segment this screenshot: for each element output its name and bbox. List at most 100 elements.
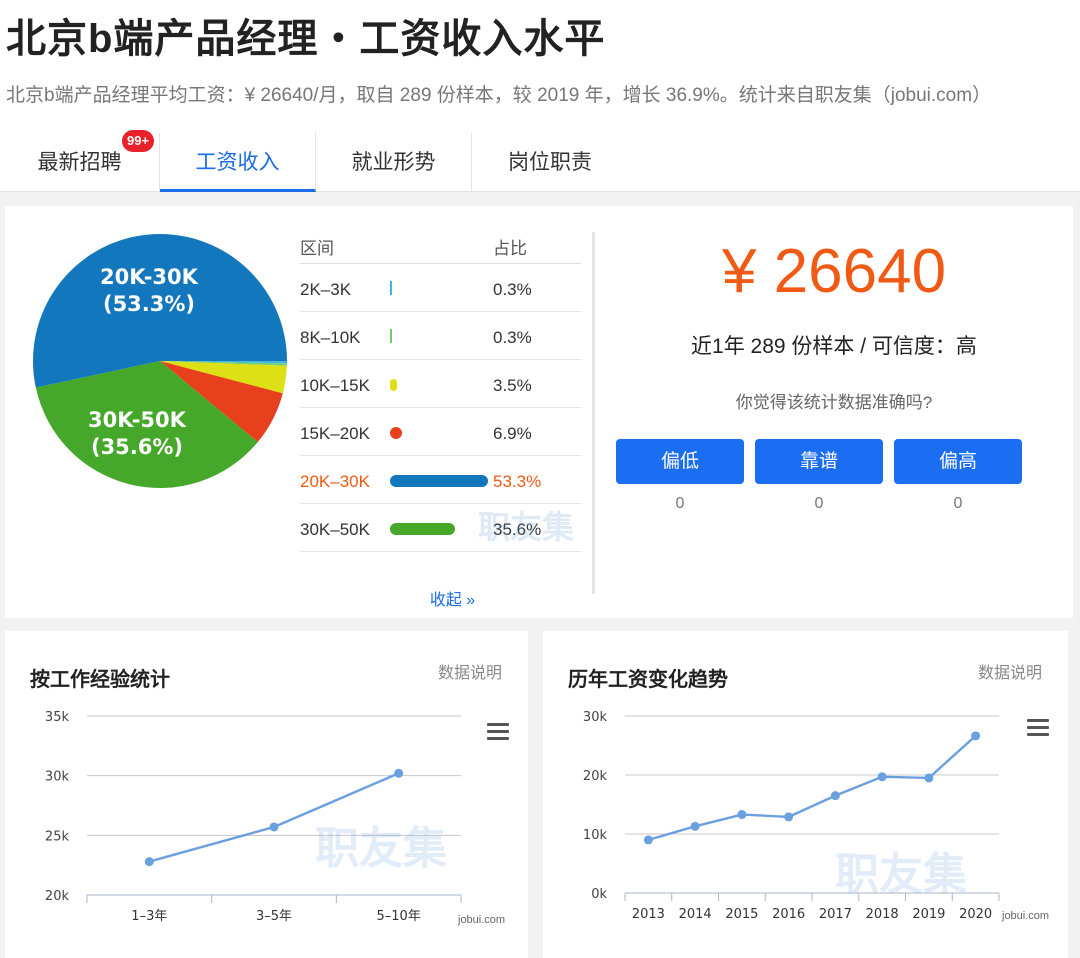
data-point[interactable] — [394, 768, 404, 778]
data-point[interactable] — [971, 731, 981, 741]
table-row: 2K–3K 0.3% — [300, 264, 581, 312]
share-value: 35.6% — [493, 520, 542, 539]
range-label: 15K–20K — [300, 424, 370, 443]
page-header: 北京b端产品经理・工资收入水平 北京b端产品经理平均工资：¥ 26640/月，取… — [0, 0, 1080, 192]
tab-label: 工资收入 — [195, 151, 280, 174]
table-row: 10K–15K 3.5% — [300, 360, 581, 408]
share-bar — [390, 427, 402, 439]
pie-slice-8K–10K[interactable] — [160, 361, 287, 366]
x-tick-label: 2019 — [912, 907, 945, 922]
range-label: 20K–30K — [300, 472, 370, 491]
trend-panel: 历年工资变化趋势 数据说明 0k 10k 20k 30k 2013 2014 2015 201… — [543, 631, 1068, 958]
vote-accurate-count: 0 — [814, 495, 824, 512]
table-row: 8K–10K 0.3% — [300, 312, 581, 360]
badge-count: 99+ — [122, 130, 155, 152]
tab-latest-jobs[interactable]: 最新招聘 99+ — [0, 130, 160, 192]
share-bar — [390, 475, 488, 487]
salary-panel: 20K-30K (53.3%) 30K-50K (35.6%) 区间 占比 2K–3K… — [5, 206, 1073, 618]
table-row: 20K–30K 53.3% — [300, 456, 581, 504]
range-label: 2K–3K — [300, 280, 352, 299]
sample-info: 近1年 289 份样本 / 可信度：高 — [691, 335, 977, 358]
range-label: 10K–15K — [300, 376, 370, 395]
x-tick-label: 2017 — [819, 907, 852, 922]
share-value: 6.9% — [493, 424, 532, 443]
x-tick-label: 2020 — [959, 907, 992, 922]
y-tick-label: 0k — [591, 887, 607, 902]
table-row: 30K–50K 35.6% — [300, 504, 581, 552]
x-tick-label: 2015 — [725, 907, 758, 922]
series-line — [648, 734, 977, 842]
tab-label: 最新招聘 — [37, 151, 122, 174]
vote-low-button[interactable]: 偏低 — [616, 439, 744, 484]
tab-employment[interactable]: 就业形势 — [316, 133, 472, 192]
data-point[interactable] — [144, 857, 154, 867]
pie-slice-2K–3K[interactable] — [160, 361, 287, 364]
y-tick-label: 30k — [45, 770, 70, 785]
pie-slice-30K–50K[interactable] — [35, 361, 258, 488]
tab-duties[interactable]: 岗位职责 — [472, 133, 628, 192]
data-point[interactable] — [690, 821, 700, 831]
tab-label: 就业形势 — [351, 151, 436, 174]
pie-slice-10K–15K[interactable] — [160, 361, 287, 394]
x-tick-label: 2014 — [679, 907, 712, 922]
watermark: 职友集 — [835, 849, 967, 900]
y-tick-label: 25k — [45, 829, 70, 844]
data-note-link[interactable]: 数据说明 — [977, 665, 1042, 682]
y-tick-label: 20k — [583, 769, 608, 784]
collapse-link[interactable]: 收起 » — [429, 592, 476, 609]
x-tick-label: 2018 — [866, 907, 899, 922]
watermark: 职友集 — [315, 823, 447, 874]
vertical-divider — [592, 232, 595, 594]
data-note-link[interactable]: 数据说明 — [437, 665, 502, 682]
col-range-header: 区间 — [300, 239, 334, 258]
pie-label-pct: (53.3%) — [103, 292, 195, 316]
chart-credit: jobui.com — [1002, 910, 1050, 922]
data-point[interactable] — [643, 835, 653, 845]
data-point[interactable] — [737, 810, 747, 820]
chart-credit: jobui.com — [458, 914, 506, 926]
experience-line-chart: 20k 25k 30k 35k 1–3年 3–5年 5–10年 职友集 — [45, 710, 462, 924]
pie-slice-15K–20K[interactable] — [160, 361, 283, 443]
watermark: 职友集 — [478, 509, 575, 545]
trend-line-chart: 0k 10k 20k 30k 2013 2014 2015 2016 2017 2018 2019 2… — [583, 710, 1000, 922]
x-tick-label: 5–10年 — [377, 909, 421, 924]
panel-title: 历年工资变化趋势 — [568, 669, 728, 691]
tab-bar: 最新招聘 99+ 工资收入 就业形势 岗位职责 — [0, 130, 1080, 192]
menu-icon[interactable] — [1027, 719, 1049, 736]
experience-panel: 按工作经验统计 数据说明 20k 25k 30k 35k 1–3年 3–5年 5–10年 职友… — [5, 631, 528, 958]
data-point[interactable] — [784, 812, 794, 822]
vote-accurate-button[interactable]: 靠谱 — [755, 439, 883, 484]
menu-icon[interactable] — [487, 723, 509, 740]
x-tick-label: 3–5年 — [256, 909, 292, 924]
share-value: 3.5% — [493, 376, 532, 395]
share-bar — [390, 523, 456, 535]
table-header: 区间 占比 — [300, 226, 581, 264]
vote-low-count: 0 — [675, 495, 685, 512]
share-value: 0.3% — [493, 280, 532, 299]
x-tick-label: 1–3年 — [131, 909, 167, 924]
average-salary: ¥ 26640 — [721, 237, 947, 306]
y-tick-label: 10k — [583, 828, 608, 843]
accuracy-question: 你觉得该统计数据准确吗? — [735, 393, 933, 412]
table-row: 15K–20K 6.9% — [300, 408, 581, 456]
tab-label: 岗位职责 — [508, 151, 592, 174]
data-point[interactable] — [924, 773, 934, 783]
pie-label-range: 20K-30K — [100, 265, 199, 289]
pie-slice-20K–30K[interactable] — [32, 233, 287, 388]
tab-salary[interactable]: 工资收入 — [160, 133, 316, 192]
data-point[interactable] — [877, 772, 887, 782]
x-tick-label: 2016 — [772, 907, 805, 922]
share-bar — [390, 379, 397, 391]
pie-label-range: 30K-50K — [88, 408, 187, 432]
page-subtitle: 北京b端产品经理平均工资：¥ 26640/月，取自 289 份样本，较 2019… — [6, 85, 992, 106]
share-bar — [390, 329, 392, 343]
y-tick-label: 30k — [583, 710, 608, 725]
data-point[interactable] — [269, 822, 279, 832]
share-bar — [390, 281, 392, 295]
data-point[interactable] — [830, 791, 840, 801]
range-label: 30K–50K — [300, 520, 370, 539]
vote-high-button[interactable]: 偏高 — [894, 439, 1022, 484]
vote-high-count: 0 — [953, 495, 963, 512]
panel-title: 按工作经验统计 — [30, 669, 170, 691]
share-value: 0.3% — [493, 328, 532, 347]
